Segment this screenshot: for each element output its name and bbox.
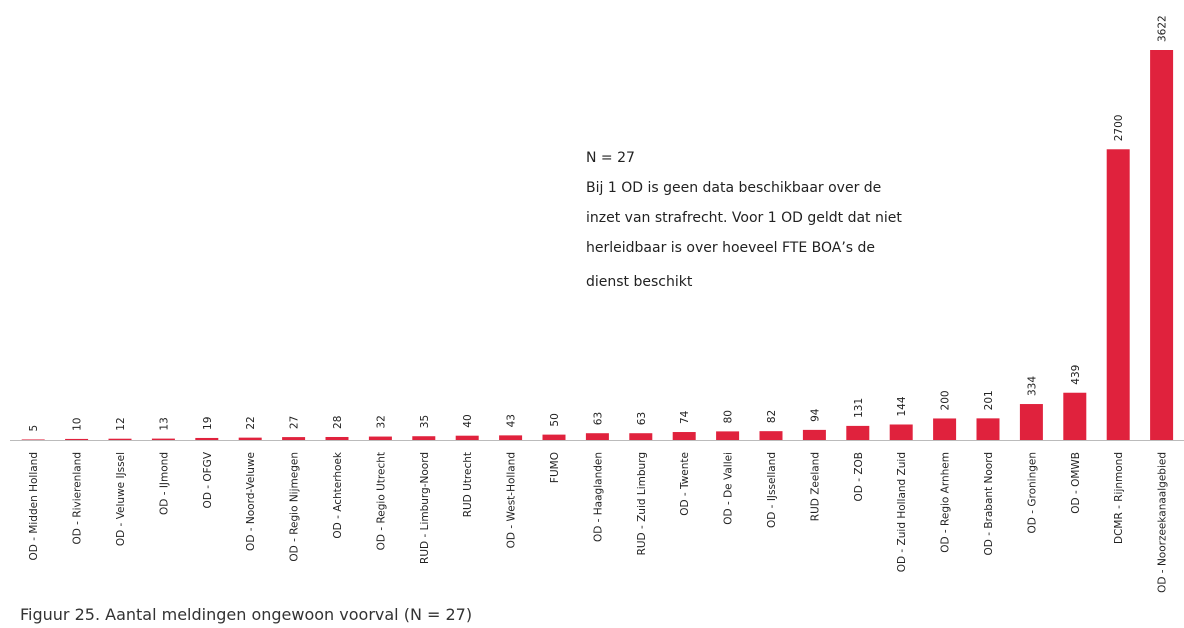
value-label: 40	[462, 414, 474, 427]
bar	[542, 434, 566, 440]
bar	[585, 433, 609, 440]
bar	[412, 436, 436, 440]
bar	[933, 418, 957, 440]
category-label: OD - Noord-Veluwe	[245, 452, 257, 551]
value-label: 82	[766, 410, 778, 423]
bar	[629, 433, 653, 440]
annotation: inzet van strafrecht. Voor 1 OD geldt da…	[586, 210, 902, 226]
annotation: N = 27	[586, 150, 635, 166]
category-label: OD - Midden Holland	[28, 452, 40, 560]
value-label: 19	[202, 417, 214, 430]
value-label: 201	[983, 390, 995, 410]
value-label: 144	[896, 396, 908, 416]
category-label: OD - Zuid Holland Zuid	[896, 452, 908, 572]
value-label: 22	[245, 416, 257, 429]
annotation: herleidbaar is over hoeveel FTE BOA’s de	[586, 240, 875, 256]
category-label: RUD Zeeland	[809, 452, 821, 521]
bar	[499, 435, 523, 440]
category-label: OD - De Vallei	[723, 452, 735, 525]
category-label: OD - Twente	[679, 452, 691, 516]
category-label: RUD Utrecht	[462, 452, 474, 517]
bar	[889, 424, 913, 440]
caption: Figuur 25. Aantal meldingen ongewoon voo…	[20, 605, 472, 624]
category-label: OD - Brabant Noord	[983, 452, 995, 555]
category-label: OD - Haaglanden	[592, 452, 604, 542]
value-label: 94	[809, 408, 821, 422]
category-label: OD - Regio Utrecht	[375, 452, 387, 550]
bar	[759, 431, 783, 440]
value-label: 28	[332, 416, 344, 429]
bar	[238, 437, 262, 440]
bar	[368, 436, 392, 440]
value-label: 80	[723, 410, 735, 423]
bar	[976, 418, 1000, 440]
category-label: OD - OMWB	[1070, 452, 1082, 514]
bar	[716, 431, 740, 440]
bar	[21, 439, 45, 440]
category-label: OD - IJmond	[158, 452, 170, 515]
category-label: RUD - Zuid Limburg	[636, 452, 648, 555]
bar	[1019, 404, 1043, 440]
category-label: OD - IJsselland	[766, 452, 778, 528]
category-label: OD - Rivierenland	[72, 452, 84, 545]
value-label: 35	[419, 415, 431, 428]
category-label: OD - Groningen	[1026, 452, 1038, 533]
bar	[1150, 50, 1174, 440]
category-label: OD - ZOB	[853, 452, 865, 501]
value-label: 2700	[1113, 115, 1125, 142]
bar	[195, 437, 219, 440]
category-label: RUD - Limburg-Noord	[419, 452, 431, 564]
bar	[282, 437, 306, 440]
value-label: 131	[853, 398, 865, 418]
bar	[802, 429, 826, 440]
value-label: 74	[679, 410, 691, 424]
bar	[846, 425, 870, 440]
category-label: OD - OFGV	[202, 451, 214, 508]
bar	[1106, 149, 1130, 440]
bar	[151, 438, 175, 440]
category-label: OD - Regio Nijmegen	[289, 452, 301, 562]
value-label: 13	[158, 417, 170, 430]
value-label: 43	[506, 414, 518, 427]
value-label: 63	[636, 412, 648, 425]
value-label: 12	[115, 417, 127, 430]
value-label: 63	[592, 412, 604, 425]
value-label: 200	[940, 390, 952, 410]
value-label: 50	[549, 413, 561, 426]
value-label: 32	[375, 415, 387, 428]
category-label: OD - Regio Arnhem	[940, 452, 952, 553]
category-label: OD - Veluwe IJssel	[115, 452, 127, 546]
value-label: 27	[289, 416, 301, 429]
value-label: 334	[1026, 376, 1038, 396]
bar	[672, 432, 696, 440]
category-label: OD - Noorzeekanaalgebied	[1157, 452, 1169, 593]
bar	[108, 438, 132, 440]
value-label: 3622	[1157, 15, 1169, 42]
bar	[1063, 392, 1087, 440]
bar	[65, 438, 89, 440]
category-label: FUMO	[549, 452, 561, 483]
annotation: dienst beschikt	[586, 274, 693, 290]
category-label: OD - Achterhoek	[332, 451, 344, 538]
value-label: 439	[1070, 365, 1082, 385]
bar	[455, 435, 479, 440]
bar	[325, 436, 349, 440]
value-label: 5	[28, 425, 40, 432]
category-label: OD - West-Holland	[506, 452, 518, 548]
category-label: DCMR - Rijnmond	[1113, 452, 1125, 544]
value-label: 10	[72, 418, 84, 431]
annotation: Bij 1 OD is geen data beschikbaar over d…	[586, 180, 881, 196]
